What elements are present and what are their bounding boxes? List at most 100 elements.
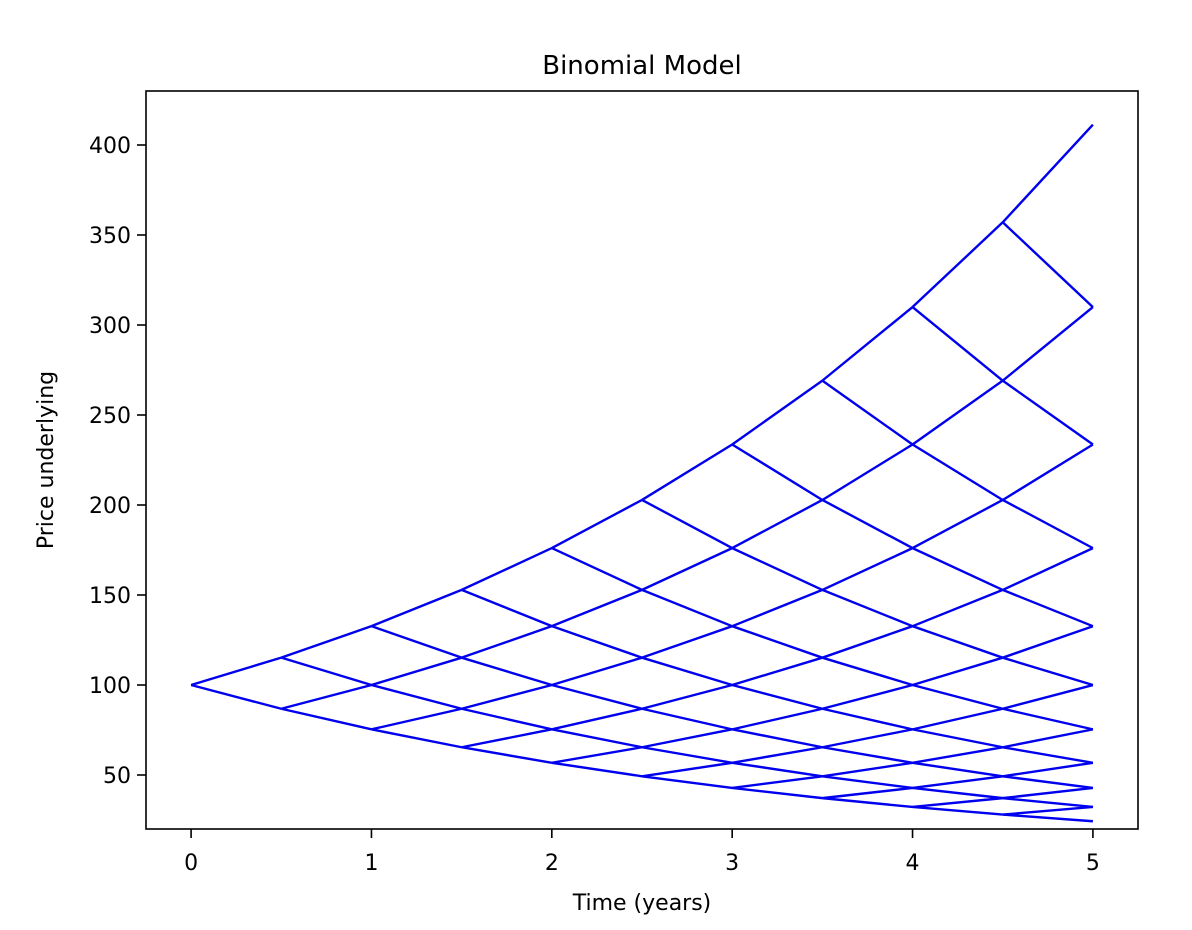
tree-branch-down [731,728,823,749]
tree-branch-down [911,306,1004,382]
tree-branch-up [551,588,643,628]
tree-branch-up [1002,786,1094,800]
tree-branch-down [732,786,823,800]
tree-branch-down [641,746,733,764]
tree-branch-up [731,379,824,446]
tree-branch-up [551,498,643,550]
x-tick-label: 1 [364,851,378,876]
y-tick-label: 100 [89,674,131,699]
tree-branch-up [1002,547,1094,592]
tree-branch-up [731,707,823,731]
tree-branch-down [461,588,553,628]
tree-branch-down [641,707,733,731]
y-tick-label: 250 [89,404,131,429]
tree-branch-down [641,588,733,628]
tree-branch-down [551,761,643,778]
tree-branch-up [461,683,553,710]
tree-branch-down [641,775,733,790]
tree-branch-up [371,707,462,731]
tree-branch-up [912,775,1003,790]
tree-branch-up [911,498,1004,550]
tree-branch-down [1001,221,1094,308]
tree-branch-down [641,656,733,687]
tree-branch-up [1002,761,1094,778]
tree-branch-up [821,625,913,659]
tree-branch-up [641,547,733,591]
y-tick-label: 300 [89,314,131,339]
tree-branch-up [822,761,913,778]
tree-branch-down [821,498,914,550]
tree-branch-down [280,656,372,687]
tree-branch-down [1002,588,1094,628]
y-tick-label: 200 [89,494,131,519]
tree-branch-down [1002,746,1094,764]
chart-title: Binomial Model [542,51,741,81]
tree-branch-down [821,379,914,446]
y-axis: 50 100 150 200 250 300 350 400 [89,134,146,789]
tree-branch-down [822,796,913,809]
tree-branch-up [822,728,913,749]
tree-branch-up [731,656,823,687]
y-tick-label: 150 [89,584,131,609]
x-axis-label: Time (years) [572,891,712,916]
x-tick-label: 3 [725,851,739,876]
tree-branch-up [1002,683,1094,710]
tree-branch-down [551,547,643,591]
tree-branch-up [1002,805,1094,816]
tree-branch-up [731,498,823,550]
tree-branch-down [912,547,1004,592]
tree-branch-up [461,547,553,591]
tree-branch-down [461,746,553,764]
tree-branch-down [732,761,823,778]
tree-branch-down [371,728,462,749]
tree-branch-down [731,547,823,591]
tree-branch-up [912,796,1003,809]
tree-branch-down [912,786,1003,800]
tree-branch-up [912,588,1004,628]
y-tick-label: 50 [103,764,131,789]
tree-branch-down [461,656,553,687]
tree-branch-down [822,707,913,731]
tree-branch-up [1002,443,1094,502]
tree-branch-down [1002,656,1094,687]
tree-branch-up [641,443,733,501]
tree-branch-up [551,707,643,731]
tree-branch-down [371,683,462,710]
tree-branch-up [190,656,282,687]
tree-branch-down [731,443,823,501]
tree-branch-up [641,683,733,710]
plot-frame [145,90,1139,830]
tree-branch-down [731,625,823,659]
tree-branch-down [190,683,282,710]
y-tick-label: 350 [89,224,131,249]
tree-branch-up [912,707,1003,731]
x-tick-label: 2 [545,851,559,876]
tree-branch-up [821,547,914,591]
tree-branch-down [281,707,372,731]
tree-branch-down [371,625,463,659]
tree-branch-up [280,683,372,710]
tree-branch-up [1001,123,1094,224]
y-axis-label: Price underlying [34,371,59,549]
tree-branch-down [1002,813,1093,823]
tree-branch-down [1002,707,1094,731]
tree-branch-up [551,656,643,687]
tree-branch-up [641,728,733,749]
tree-branch-down [641,498,733,550]
tree-branch-up [822,683,913,710]
tree-branch-up [371,656,462,687]
tree-branch-down [912,625,1004,659]
tree-branch-down [912,805,1003,816]
tree-branch-down [822,746,913,764]
tree-branch-down [1002,796,1094,809]
tree-branch-down [912,683,1004,710]
tree-lines [190,123,1094,823]
tree-branch-down [551,625,643,659]
tree-branch-up [821,443,914,501]
x-tick-label: 4 [906,851,920,876]
tree-branch-up [280,625,372,659]
tree-branch-up [912,656,1004,687]
tree-branch-up [461,625,553,659]
x-tick-label: 0 [184,851,198,876]
tree-branch-down [912,728,1003,749]
